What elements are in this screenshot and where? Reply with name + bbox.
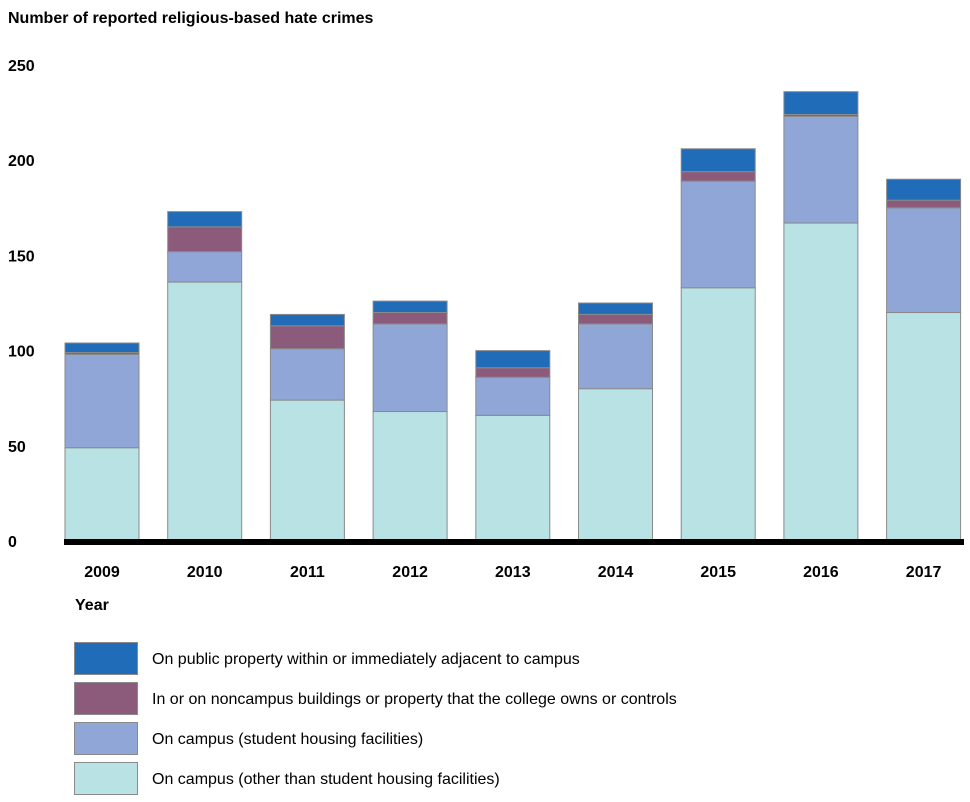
bar-segment	[886, 178, 962, 201]
x-tick-label: 2011	[290, 564, 325, 581]
bar-segment	[578, 388, 653, 542]
y-tick-label: 150	[8, 248, 35, 265]
y-tick-label: 50	[8, 439, 26, 456]
bar-segment	[886, 312, 962, 542]
bar-segment	[475, 376, 551, 416]
bar-segment	[64, 353, 140, 449]
bar-segment	[269, 313, 345, 327]
x-tick-label: 2017	[906, 564, 942, 581]
bar-segment	[680, 180, 756, 289]
bar-segment	[475, 414, 551, 542]
bar-segment	[475, 367, 551, 378]
y-tick-label: 100	[8, 344, 35, 361]
y-tick-label: 0	[8, 534, 17, 551]
bar-segment	[886, 199, 962, 209]
y-tick-label: 250	[8, 58, 35, 75]
legend-label: On campus (other than student housing fa…	[152, 771, 500, 788]
bar-segment	[167, 251, 243, 283]
bar-segment	[783, 91, 859, 116]
bar-segment	[578, 313, 653, 325]
legend-swatch	[74, 682, 138, 715]
bar-segment	[167, 211, 243, 228]
bar-segment	[64, 342, 140, 354]
bar-segment	[64, 447, 140, 542]
bar-segment	[372, 312, 448, 325]
chart-canvas: Number of reported religious-based hate …	[8, 10, 964, 614]
chart-title: Number of reported religious-based hate …	[8, 10, 374, 27]
y-tick-label: 200	[8, 153, 35, 170]
bar-segment	[783, 115, 859, 224]
bar-segment	[167, 226, 243, 253]
x-tick-label: 2012	[392, 564, 428, 581]
bar-segment	[578, 302, 653, 315]
bar-segment	[269, 399, 345, 542]
x-tick-label: 2013	[495, 564, 531, 581]
bar-segment	[269, 348, 345, 401]
legend-label: In or on noncampus buildings or property…	[152, 691, 677, 708]
bars-group	[64, 91, 962, 542]
x-axis-line	[64, 539, 964, 545]
x-tick-label: 2015	[700, 564, 736, 581]
bar-segment	[372, 411, 448, 542]
legend-label: On public property within or immediately…	[152, 651, 580, 668]
bar-segment	[680, 287, 756, 542]
bar-segment	[783, 222, 859, 542]
x-tick-label: 2014	[598, 564, 634, 581]
legend-swatch	[74, 762, 138, 795]
bar-segment	[372, 300, 448, 314]
bar-segment	[680, 148, 756, 173]
x-tick-label: 2010	[187, 564, 223, 581]
x-tick-label: 2016	[803, 564, 839, 581]
y-axis-ticks: 0 50 100 150 200 250	[8, 58, 35, 551]
x-axis-ticks: 2009 2010 2011 2012 2013 2014 2015 2016 2017	[84, 564, 941, 581]
bar-segment	[680, 171, 756, 182]
legend-swatch	[74, 722, 138, 755]
x-axis-label: Year	[75, 597, 109, 614]
legend-swatch	[74, 642, 138, 675]
bar-segment	[886, 207, 962, 314]
bar-segment	[578, 323, 653, 390]
bar-segment	[372, 323, 448, 413]
bar-segment	[269, 325, 345, 350]
bar-segment	[475, 350, 551, 369]
legend-label: On campus (student housing facilities)	[152, 731, 424, 748]
x-tick-label: 2009	[84, 564, 120, 581]
bar-segment	[167, 281, 243, 542]
